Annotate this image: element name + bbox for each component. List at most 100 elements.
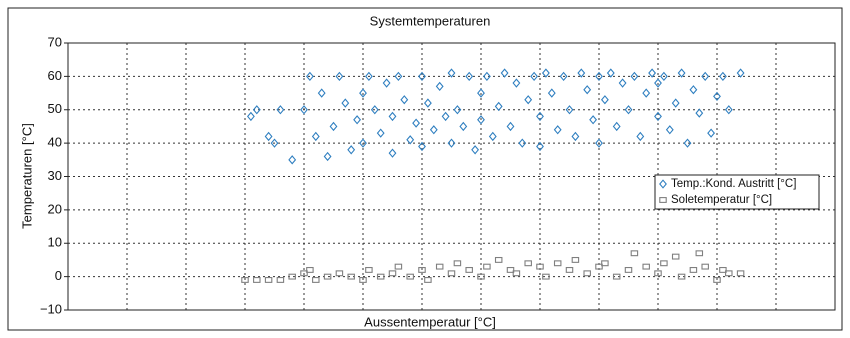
- point: [595, 71, 603, 82]
- x-axis-label: Aussentemperatur [°C]: [364, 314, 496, 329]
- point: [270, 138, 279, 148]
- point: [288, 273, 296, 280]
- point: [394, 263, 403, 270]
- point: [264, 131, 273, 142]
- point: [654, 78, 662, 88]
- point: [418, 141, 426, 152]
- point: [483, 263, 491, 270]
- point: [465, 266, 473, 273]
- point: [559, 71, 568, 82]
- point: [477, 273, 485, 280]
- point: [736, 270, 745, 277]
- point: [536, 263, 544, 270]
- point: [317, 88, 326, 98]
- point: [323, 151, 332, 162]
- point: [659, 71, 668, 82]
- point: [553, 260, 562, 267]
- point: [477, 115, 485, 125]
- point: [465, 71, 474, 82]
- point: [541, 68, 550, 78]
- point: [530, 71, 539, 82]
- point: [636, 131, 645, 142]
- point: [459, 121, 468, 132]
- point: [506, 266, 515, 273]
- point: [423, 98, 432, 108]
- point: [571, 256, 580, 263]
- point: [713, 91, 721, 102]
- y-axis-label: Temperaturen [°C]: [19, 123, 34, 229]
- point: [725, 270, 733, 277]
- point: [671, 98, 680, 108]
- point: [305, 71, 314, 82]
- point: [512, 270, 521, 277]
- point: [335, 71, 344, 82]
- point: [624, 105, 633, 115]
- point: [589, 115, 598, 125]
- point: [365, 266, 373, 273]
- point: [494, 256, 503, 263]
- point: [252, 105, 261, 115]
- point: [583, 85, 592, 95]
- point: [624, 266, 633, 273]
- point: [241, 277, 249, 283]
- y-tick-label: 10: [48, 235, 62, 250]
- point: [665, 125, 674, 135]
- point: [536, 141, 544, 152]
- point: [364, 71, 373, 82]
- chart-frame: [7, 7, 843, 331]
- point: [335, 270, 344, 277]
- point: [482, 71, 491, 82]
- point: [388, 270, 397, 277]
- legend-label: Soletemperatur [°C]: [671, 194, 772, 206]
- point: [388, 111, 397, 122]
- point: [536, 111, 544, 122]
- point: [306, 266, 314, 273]
- legend-marker: [659, 179, 667, 189]
- point: [654, 111, 662, 122]
- point: [565, 105, 574, 115]
- point: [524, 95, 533, 105]
- point: [312, 277, 320, 283]
- point: [406, 273, 414, 280]
- point: [347, 145, 356, 155]
- y-tick-label: 20: [48, 201, 62, 216]
- point: [311, 131, 320, 142]
- point: [595, 138, 603, 148]
- point: [606, 68, 615, 78]
- point: [630, 71, 639, 82]
- point: [406, 135, 415, 145]
- point: [300, 105, 308, 115]
- point: [719, 266, 727, 273]
- point: [677, 273, 686, 280]
- point: [612, 121, 621, 132]
- point: [453, 105, 462, 115]
- point: [412, 118, 421, 128]
- point: [689, 266, 698, 273]
- point: [359, 277, 367, 283]
- point: [359, 88, 367, 98]
- point: [418, 71, 426, 82]
- point: [323, 273, 332, 280]
- point: [677, 68, 686, 78]
- point: [648, 68, 657, 78]
- point: [276, 105, 285, 115]
- plot-frame: [67, 42, 836, 311]
- point: [329, 121, 338, 132]
- point: [736, 68, 745, 78]
- point: [701, 263, 709, 270]
- point: [518, 138, 527, 148]
- legend: Temp.:Kond. Austritt [°C] Soletemperatur …: [654, 174, 820, 210]
- point: [506, 121, 515, 132]
- y-tick-label: 70: [48, 34, 62, 49]
- y-tick-label: 50: [48, 101, 62, 116]
- point: [595, 263, 603, 270]
- point: [547, 88, 556, 98]
- point: [512, 78, 521, 88]
- y-tick-label: 40: [48, 135, 62, 150]
- point: [577, 68, 586, 78]
- point: [347, 273, 355, 280]
- point: [429, 125, 438, 135]
- point: [264, 277, 273, 283]
- point: [553, 125, 562, 135]
